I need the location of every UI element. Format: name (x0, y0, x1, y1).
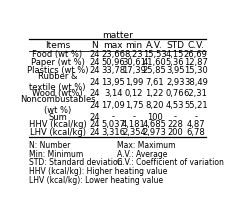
Text: 1,99: 1,99 (125, 78, 143, 87)
Text: A.V.: Average: A.V.: Average (117, 150, 168, 159)
Text: -: - (174, 113, 177, 122)
Text: 5,36: 5,36 (166, 58, 184, 67)
Text: C.V.: Coefficient of variation: C.V.: Coefficient of variation (117, 158, 224, 167)
Text: 50,96: 50,96 (101, 58, 125, 67)
Text: -: - (112, 113, 115, 122)
Text: 3,95: 3,95 (166, 66, 184, 75)
Text: 24: 24 (89, 50, 100, 59)
Text: Wood (wt%): Wood (wt%) (32, 89, 83, 98)
Text: 24: 24 (89, 113, 100, 122)
Text: 1,22: 1,22 (145, 89, 164, 98)
Text: 100: 100 (147, 113, 162, 122)
Text: 228: 228 (167, 120, 183, 129)
Text: LHV (kcal/kg): Lower heating value: LHV (kcal/kg): Lower heating value (29, 176, 163, 185)
Text: 24: 24 (89, 101, 100, 110)
Text: 2,973: 2,973 (143, 128, 166, 137)
Text: HHV (kcal/kg): HHV (kcal/kg) (29, 120, 86, 129)
Text: max: max (104, 40, 123, 50)
Text: Noncombustables
(wt %): Noncombustables (wt %) (20, 95, 95, 116)
Text: STD: Standard deviation: STD: Standard deviation (29, 158, 122, 167)
Text: Min: Minimum: Min: Minimum (29, 150, 83, 159)
Text: Items: Items (45, 40, 70, 50)
Text: 62,31: 62,31 (184, 89, 208, 98)
Text: C.V.: C.V. (187, 40, 204, 50)
Text: 4,53: 4,53 (166, 101, 184, 110)
Text: 4,87: 4,87 (186, 120, 205, 129)
Text: 41,60: 41,60 (143, 58, 166, 67)
Text: 38,49: 38,49 (184, 78, 208, 87)
Text: Max: Maximum: Max: Maximum (117, 141, 176, 150)
Text: 30,61: 30,61 (122, 58, 146, 67)
Text: 5,037: 5,037 (101, 120, 125, 129)
Text: 24: 24 (89, 58, 100, 67)
Text: 3,14: 3,14 (104, 89, 123, 98)
Text: 15,30: 15,30 (184, 66, 208, 75)
Text: Paper (wt %): Paper (wt %) (31, 58, 85, 67)
Text: 2,93: 2,93 (166, 78, 184, 87)
Text: 24: 24 (89, 120, 100, 129)
Text: 24: 24 (89, 128, 100, 137)
Text: 13,95: 13,95 (101, 78, 125, 87)
Text: 55,21: 55,21 (184, 101, 208, 110)
Text: 17,09: 17,09 (101, 101, 125, 110)
Text: min: min (125, 40, 142, 50)
Text: 0,76: 0,76 (166, 89, 184, 98)
Text: 3,316: 3,316 (101, 128, 125, 137)
Text: 7,61: 7,61 (145, 78, 164, 87)
Text: 12,87: 12,87 (184, 58, 208, 67)
Text: HHV (kcal/kg): Higher heating value: HHV (kcal/kg): Higher heating value (29, 167, 167, 176)
Text: 24: 24 (89, 78, 100, 87)
Text: 24: 24 (89, 66, 100, 75)
Text: 8,23: 8,23 (125, 50, 143, 59)
Text: Food (wt %): Food (wt %) (33, 50, 83, 59)
Text: 33,78: 33,78 (101, 66, 125, 75)
Text: STD: STD (166, 40, 184, 50)
Text: 200: 200 (167, 128, 183, 137)
Text: 4,685: 4,685 (143, 120, 166, 129)
Text: 17,39: 17,39 (122, 66, 146, 75)
Text: 0,12: 0,12 (125, 89, 143, 98)
Text: 4,15: 4,15 (166, 50, 184, 59)
Text: N: N (91, 40, 98, 50)
Text: 24: 24 (89, 89, 100, 98)
Text: matter: matter (102, 31, 133, 40)
Text: 25,85: 25,85 (143, 66, 166, 75)
Text: A.V.: A.V. (146, 40, 163, 50)
Text: 23,66: 23,66 (101, 50, 125, 59)
Text: 4,181: 4,181 (122, 120, 146, 129)
Text: 8,20: 8,20 (145, 101, 164, 110)
Text: -: - (194, 113, 197, 122)
Text: LHV (kcal/kg): LHV (kcal/kg) (30, 128, 85, 137)
Text: -: - (132, 113, 135, 122)
Text: Sum: Sum (48, 113, 67, 122)
Text: Plastics (wt %): Plastics (wt %) (27, 66, 88, 75)
Text: 26,69: 26,69 (184, 50, 208, 59)
Text: N: Number: N: Number (29, 141, 70, 150)
Text: Rubber &
textile (wt %): Rubber & textile (wt %) (29, 72, 86, 92)
Text: 6,78: 6,78 (186, 128, 205, 137)
Text: 15,53: 15,53 (143, 50, 166, 59)
Text: 1,75: 1,75 (125, 101, 143, 110)
Text: 2,354: 2,354 (122, 128, 146, 137)
